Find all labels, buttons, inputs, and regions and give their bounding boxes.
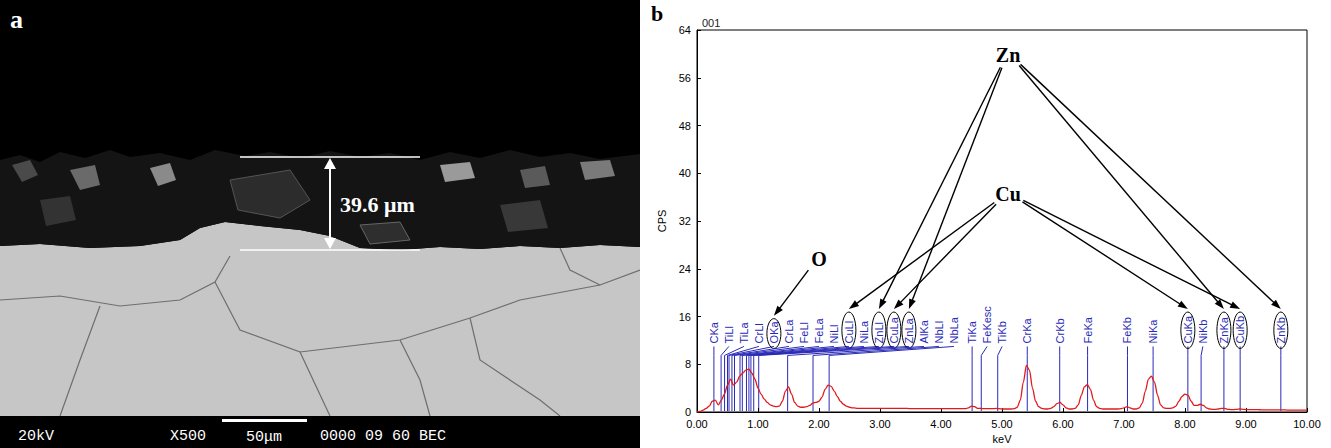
svg-text:NiKa: NiKa <box>1147 319 1159 344</box>
svg-text:CrLl: CrLl <box>753 323 765 343</box>
svg-text:NiLl: NiLl <box>828 324 840 343</box>
svg-text:NbLl: NbLl <box>933 321 945 344</box>
svg-text:ZnLa: ZnLa <box>903 317 915 343</box>
svg-text:48: 48 <box>679 120 691 132</box>
svg-text:50μm: 50μm <box>246 429 282 446</box>
svg-text:OKa: OKa <box>768 321 780 344</box>
svg-text:0000 09 60 BEC: 0000 09 60 BEC <box>320 428 446 445</box>
svg-text:CuKb: CuKb <box>1234 316 1246 344</box>
svg-text:NiLa: NiLa <box>858 320 870 344</box>
svg-text:X500: X500 <box>170 428 206 445</box>
svg-text:keV: keV <box>993 433 1013 445</box>
svg-text:TiLa: TiLa <box>738 322 750 344</box>
svg-text:ZnKa: ZnKa <box>1218 316 1230 343</box>
svg-text:CrKa: CrKa <box>1021 317 1033 343</box>
svg-text:39.6 μm: 39.6 μm <box>340 192 415 217</box>
svg-text:FeKa: FeKa <box>1082 316 1094 343</box>
svg-text:8.00: 8.00 <box>1174 418 1195 430</box>
svg-text:AlKa: AlKa <box>918 319 930 343</box>
svg-text:O: O <box>811 248 827 270</box>
svg-text:6.00: 6.00 <box>1052 418 1073 430</box>
svg-text:64: 64 <box>679 24 691 36</box>
svg-text:8: 8 <box>685 358 691 370</box>
svg-text:56: 56 <box>679 72 691 84</box>
svg-text:9.00: 9.00 <box>1235 418 1256 430</box>
svg-text:CuLa: CuLa <box>888 316 900 343</box>
svg-text:FeKb: FeKb <box>1121 317 1133 343</box>
svg-text:b: b <box>651 1 663 26</box>
svg-text:CrLa: CrLa <box>783 319 795 344</box>
svg-text:10.00: 10.00 <box>1293 418 1321 430</box>
svg-text:FeLa: FeLa <box>813 317 825 343</box>
svg-text:7.00: 7.00 <box>1113 418 1134 430</box>
svg-text:2.00: 2.00 <box>808 418 829 430</box>
svg-text:4.00: 4.00 <box>930 418 951 430</box>
svg-text:CrKb: CrKb <box>1054 318 1066 343</box>
svg-text:Cu: Cu <box>995 183 1021 205</box>
svg-text:Zn: Zn <box>996 44 1020 66</box>
svg-text:1.00: 1.00 <box>747 418 768 430</box>
svg-text:TiKa: TiKa <box>966 320 978 343</box>
svg-text:TiKb: TiKb <box>996 321 1008 343</box>
svg-text:0.00: 0.00 <box>686 418 707 430</box>
svg-text:NbLa: NbLa <box>948 316 960 343</box>
svg-text:16: 16 <box>679 311 691 323</box>
svg-text:32: 32 <box>679 215 691 227</box>
svg-text:NiKb: NiKb <box>1197 320 1209 344</box>
svg-text:3.00: 3.00 <box>869 418 890 430</box>
svg-text:CKa: CKa <box>708 321 720 343</box>
svg-text:5.00: 5.00 <box>991 418 1012 430</box>
svg-text:FeKesc: FeKesc <box>981 306 993 344</box>
svg-text:20kV: 20kV <box>18 428 54 445</box>
svg-text:TiLl: TiLl <box>723 326 735 343</box>
svg-text:ZnKb: ZnKb <box>1275 317 1287 343</box>
svg-text:24: 24 <box>679 263 691 275</box>
svg-text:a: a <box>10 5 23 34</box>
svg-text:CuKa: CuKa <box>1182 315 1194 343</box>
svg-text:FeLl: FeLl <box>798 322 810 343</box>
svg-text:CuLl: CuLl <box>843 321 855 344</box>
svg-text:001: 001 <box>702 17 720 29</box>
svg-text:0: 0 <box>685 406 691 418</box>
svg-text:CPS: CPS <box>656 210 668 233</box>
svg-text:40: 40 <box>679 167 691 179</box>
svg-text:ZnLl: ZnLl <box>873 322 885 343</box>
